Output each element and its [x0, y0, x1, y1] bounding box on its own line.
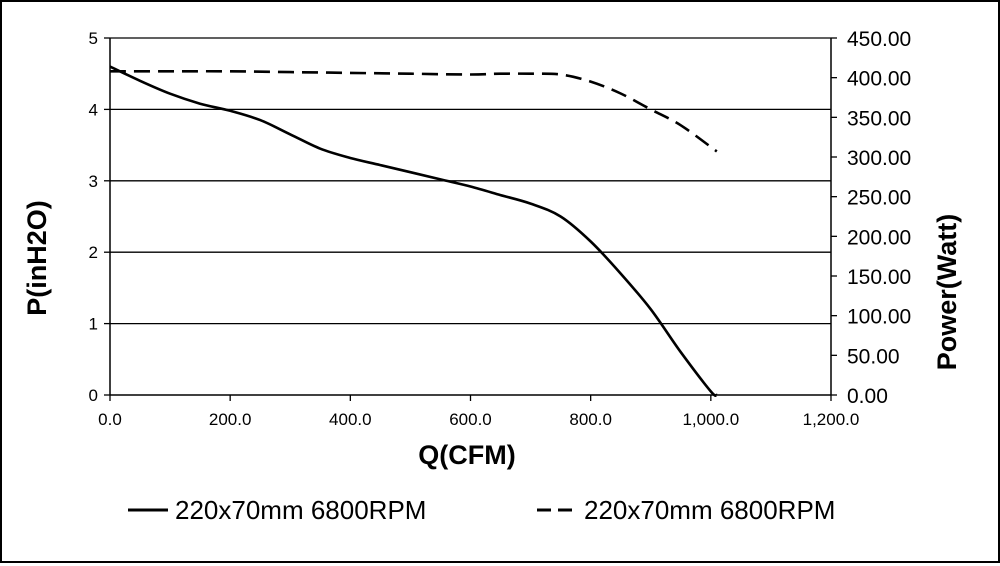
y-tick-label: 3: [89, 172, 98, 191]
legend-label-solid: 220x70mm 6800RPM: [175, 495, 426, 525]
y2-tick-label: 200.00: [847, 226, 911, 249]
y2-axis-title: Power(Watt): [932, 214, 962, 371]
y-tick-label: 0: [89, 386, 98, 405]
y-tick-label: 1: [89, 315, 98, 334]
x-tick-label: 1,000.0: [682, 410, 739, 429]
y2-tick-label: 400.00: [847, 68, 911, 91]
x-axis-title: Q(CFM): [418, 440, 515, 470]
x-tick-label: 0.0: [98, 410, 122, 429]
y-tick-label: 5: [89, 29, 98, 48]
y-tick-label: 2: [89, 243, 98, 262]
y2-tick-label: 450.00: [847, 28, 911, 51]
x-tick-label: 400.0: [329, 410, 372, 429]
y2-tick-label: 350.00: [847, 107, 911, 130]
power-curve-line: [110, 69, 718, 153]
y2-tick-label: 250.00: [847, 187, 911, 210]
gridlines: [110, 37, 831, 325]
y2-tick-label: 0.00: [847, 385, 888, 408]
legend-label-dashed: 220x70mm 6800RPM: [584, 495, 835, 525]
tick-labels: 0 1 2 3 4 5 0.0 200.0 400.0 600.0 800.0 1,000.0 1,20…: [89, 28, 912, 429]
axes: [104, 37, 837, 401]
x-tick-label: 1,200.0: [803, 410, 860, 429]
x-tick-label: 200.0: [209, 410, 252, 429]
y2-tick-label: 100.00: [847, 306, 911, 329]
x-tick-label: 800.0: [569, 410, 612, 429]
pressure-curve-line: [109, 65, 718, 397]
y2-tick-label: 150.00: [847, 266, 911, 289]
y2-tick-label: 50.00: [847, 345, 900, 368]
legend: 220x70mm 6800RPM 220x70mm 6800RPM: [128, 495, 835, 525]
x-tick-label: 600.0: [449, 410, 492, 429]
y-tick-label: 4: [89, 100, 98, 119]
y-axis-title: P(inH2O): [22, 200, 52, 316]
y2-tick-label: 300.00: [847, 147, 911, 170]
series: [109, 65, 718, 397]
